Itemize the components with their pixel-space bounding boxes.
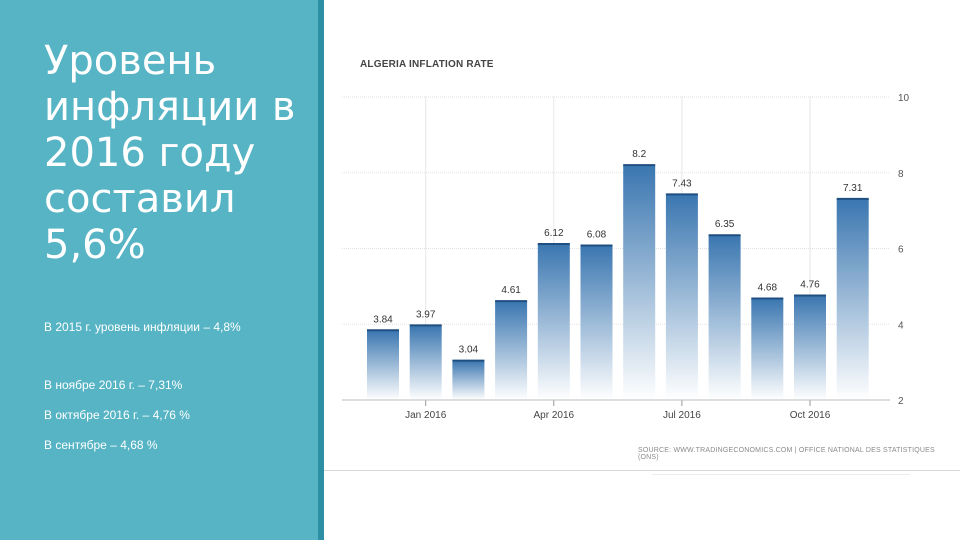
bar [751,298,784,400]
data-label: 3.04 [459,345,479,356]
data-label: 3.84 [373,314,393,325]
data-label: 7.43 [672,178,692,189]
x-tick-label: Oct 2016 [790,410,831,421]
bar [452,360,485,400]
data-label: 6.12 [544,228,564,239]
footer-divider-short [652,474,910,475]
bar [708,235,741,400]
bar [794,295,826,400]
slide-title: Уровень инфляции в 2016 году составил 5,… [44,38,296,268]
y-tick-label: 8 [898,169,904,180]
title-panel [0,0,318,540]
x-tick-label: Jul 2016 [663,410,701,421]
data-label: 8.2 [632,149,646,160]
bar [537,243,570,400]
bar [409,325,442,400]
bar [665,194,698,400]
y-tick-label: 2 [898,396,904,407]
data-label: 4.76 [800,279,820,290]
footer-divider [324,470,960,471]
y-tick-label: 10 [898,93,910,104]
y-tick-label: 6 [898,245,904,256]
bar [580,245,613,400]
data-label: 6.35 [715,219,735,230]
bar [836,198,869,400]
panel-border [318,0,324,540]
x-tick-label: Jan 2016 [405,410,447,421]
bar [367,330,399,400]
y-tick-label: 4 [898,320,904,331]
note-2015: В 2015 г. уровень инфляции – 4,8% [44,320,241,334]
chart-canvas: 3.84 3.97 3.04 4.61 6.12 6.08 8.2 7.43 6.35 4.68 4… [342,93,910,421]
data-label: 3.97 [416,309,436,320]
data-label: 4.68 [758,282,778,293]
bar [495,301,528,400]
bar [623,165,656,400]
x-tick-label: Apr 2016 [534,410,575,421]
note-september: В сентябре – 4,68 % [44,438,158,452]
chart-title: ALGERIA INFLATION RATE [360,59,494,70]
data-label: 7.31 [843,183,863,194]
data-label: 4.61 [501,285,521,296]
note-october: В октябре 2016 г. – 4,76 % [44,408,190,422]
note-november: В ноябре 2016 г. – 7,31% [44,378,183,392]
inflation-chart: ALGERIA INFLATION RATE 3.84 3.97 3.04 4.61 6… [330,50,940,480]
data-label: 6.08 [587,229,607,240]
chart-source: SOURCE: WWW.TRADINGECONOMICS.COM | OFFIC… [638,447,935,461]
